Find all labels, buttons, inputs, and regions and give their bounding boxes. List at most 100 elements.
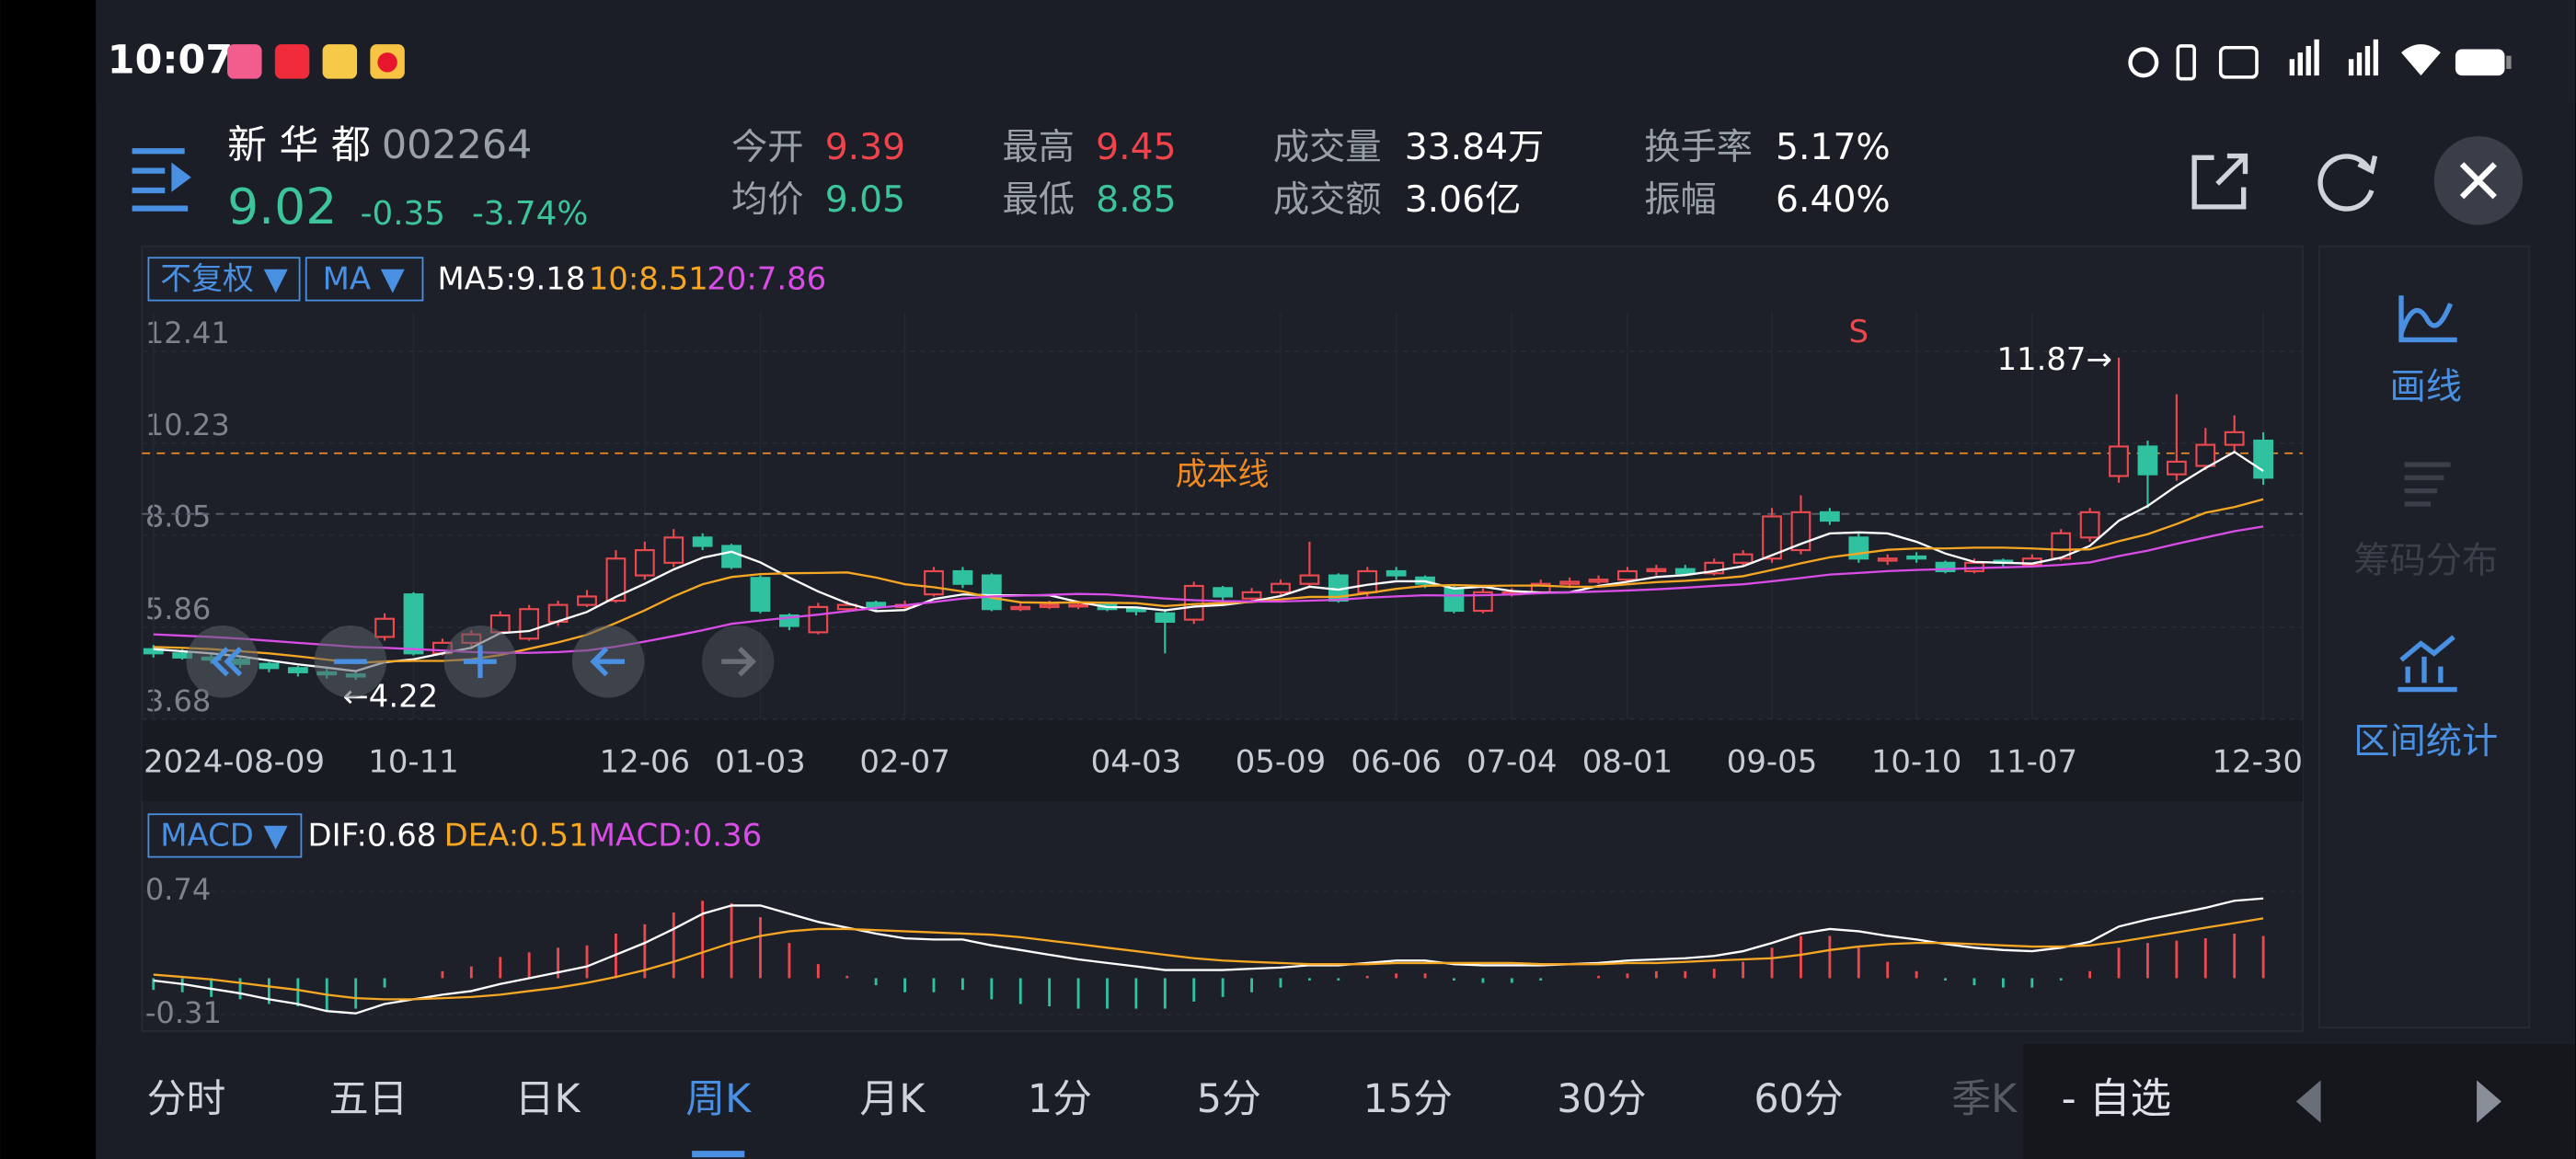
annotation: 11.87→ [1996, 341, 2111, 377]
menu-button[interactable] [132, 148, 191, 212]
nav-left[interactable] [571, 625, 645, 698]
side-button: 筹码分布 [2353, 541, 2498, 582]
candle-body [1646, 568, 1667, 573]
candle-body [750, 577, 771, 613]
y-tick-label: 8.05 [145, 499, 211, 534]
candle-body [1906, 555, 1927, 560]
tab[interactable]: 日K [515, 1076, 581, 1122]
x-tick-label: 12-30 [2212, 743, 2302, 779]
x-tick-label: 08-01 [1582, 743, 1673, 779]
legend-label: 20:7.86 [707, 261, 826, 297]
stat-value: 5.17% [1776, 127, 1891, 168]
side-button[interactable]: 区间统计 [2353, 721, 2498, 763]
candle-body [1588, 579, 1609, 583]
close-button[interactable] [2433, 136, 2524, 225]
x-tick-label: 12-06 [600, 743, 690, 779]
legend-label: DEA:0.51 [444, 818, 589, 854]
x-tick-label: 05-09 [1236, 743, 1326, 779]
system-icons [2128, 39, 2512, 81]
candle-body [2109, 445, 2129, 477]
y-tick-label: 12.41 [145, 316, 230, 350]
tab[interactable]: 五日 [329, 1076, 408, 1122]
indicator-dropdown-label[interactable]: MA ▼ [323, 261, 405, 297]
candle-body [634, 549, 655, 577]
adjust-dropdown-label[interactable]: 不复权 ▼ [160, 261, 288, 297]
chart-nav-buttons [186, 625, 775, 698]
macd-dropdown[interactable] [147, 813, 303, 858]
refresh-button[interactable] [2317, 154, 2378, 212]
candle-body [2224, 430, 2245, 446]
adjust-dropdown[interactable] [147, 257, 301, 302]
candle-body [259, 662, 280, 670]
tab[interactable]: 30分 [1557, 1076, 1646, 1122]
candle-body [605, 557, 627, 602]
tab[interactable]: 月K [859, 1076, 926, 1122]
macd-dropdown-label[interactable]: MACD ▼ [160, 818, 287, 854]
candle-body [1271, 582, 1291, 593]
prev-stock[interactable] [2295, 1080, 2321, 1123]
macd-line [153, 917, 2264, 1001]
nav-first[interactable] [186, 625, 259, 698]
tab[interactable]: 1分 [1028, 1076, 1092, 1122]
watchlist-button[interactable]: - 自选 [2062, 1075, 2171, 1123]
tab[interactable]: 季K [1951, 1076, 2018, 1122]
stat-label: 最高 [1002, 127, 1075, 168]
indicator-dropdown[interactable] [305, 257, 424, 302]
candle-body [2195, 443, 2216, 467]
candle-body [1443, 587, 1465, 613]
price-change: -0.35 [361, 195, 445, 233]
candle-body [519, 608, 540, 640]
x-tick-label: 10-10 [1871, 743, 1961, 779]
status-bar [96, 0, 2576, 106]
candle-body [1790, 511, 1811, 552]
tab[interactable]: 分时 [147, 1076, 226, 1122]
candle-body [1935, 561, 1956, 573]
date-axis-band [142, 718, 2303, 801]
candle-body [1068, 603, 1088, 608]
y-tick-label: 10.23 [145, 407, 230, 442]
candle-body [577, 595, 597, 606]
tab[interactable]: 60分 [1754, 1076, 1843, 1122]
candle-body [692, 536, 713, 547]
stat-value: 3.06亿 [1405, 179, 1522, 221]
candle-body [981, 574, 1002, 611]
stat-label: 成交量 [1273, 127, 1382, 168]
x-tick-label: 02-07 [859, 743, 949, 779]
stat-label: 均价 [731, 179, 804, 221]
stat-label: 最低 [1002, 179, 1075, 221]
x-tick-label: 09-05 [1727, 743, 1817, 779]
legend-label: 10:8.51 [589, 261, 708, 297]
candle-body [403, 593, 424, 655]
zoom-out[interactable] [314, 625, 387, 698]
stat-label: 换手率 [1644, 127, 1753, 168]
candle-body [374, 617, 395, 638]
side-button[interactable]: 画线 [2390, 366, 2463, 407]
tab[interactable]: 周K [685, 1076, 752, 1122]
stat-value: 9.05 [825, 179, 905, 221]
candle-body [1213, 587, 1234, 598]
zoom-in[interactable] [443, 625, 517, 698]
next-stock[interactable] [2477, 1080, 2501, 1123]
x-tick-label: 10-11 [368, 743, 458, 779]
candle-body [924, 569, 944, 596]
tab[interactable]: 5分 [1197, 1076, 1261, 1122]
candle-body [2079, 511, 2100, 539]
candle-body [287, 667, 308, 673]
candle-body [1386, 569, 1407, 577]
price-change-pct: -3.74% [472, 195, 588, 233]
clock: 10:07 [108, 37, 233, 83]
candle-body [1010, 605, 1031, 611]
ma-line [153, 450, 2264, 672]
legend-label: DIF:0.68 [308, 818, 437, 854]
candle-body [1559, 580, 1581, 585]
candle-body [2253, 439, 2273, 479]
candle-body [1357, 569, 1378, 593]
x-tick-label: 07-04 [1466, 743, 1557, 779]
stock-code: 002264 [382, 122, 533, 168]
tab[interactable]: 15分 [1363, 1076, 1453, 1122]
candle-body [1762, 515, 1782, 560]
nav-right[interactable] [701, 625, 775, 698]
share-button[interactable] [2191, 153, 2248, 210]
candle-body [779, 614, 799, 627]
